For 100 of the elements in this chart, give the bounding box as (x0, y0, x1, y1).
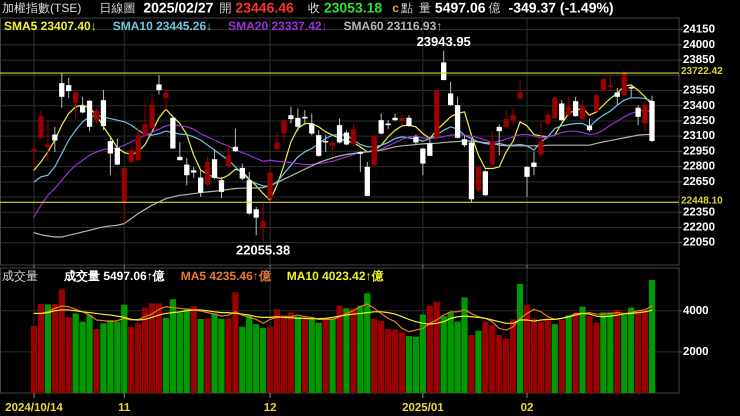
bar (204, 318, 211, 393)
text: SMA20 23337.42↓ (228, 19, 328, 34)
bar (552, 324, 558, 393)
y-tick-label: 22650 (683, 176, 715, 188)
y-tick-label: 23250 (683, 114, 715, 127)
candlestick (344, 130, 350, 146)
bar (614, 310, 620, 393)
candlestick (163, 88, 169, 111)
y-tick-label: 2000 (683, 346, 709, 358)
bar (294, 316, 301, 393)
text: 量 (418, 1, 431, 16)
candlestick (142, 101, 148, 138)
y-tick-label: 22050 (683, 236, 715, 249)
y-tick-label: 22950 (683, 145, 715, 158)
candlestick (594, 94, 600, 112)
candlestick (52, 126, 58, 152)
text: 23053.18 (324, 0, 382, 16)
text: 收 (308, 1, 320, 16)
bar (566, 315, 572, 393)
text: 點 (400, 1, 413, 16)
bar (579, 306, 586, 393)
bar (558, 320, 565, 393)
candlestick (580, 100, 586, 121)
candlestick (524, 166, 530, 198)
candlestick (281, 118, 287, 143)
x-tick-label: 2025/01 (402, 402, 444, 414)
candlestick (218, 176, 224, 198)
candlestick (274, 131, 280, 151)
candlestick (622, 71, 627, 96)
candlestick (80, 96, 86, 114)
bar (302, 318, 308, 393)
candlestick (635, 104, 641, 126)
candlestick (517, 80, 523, 100)
ref-line-label: 23722.42 (681, 66, 724, 78)
y-tick-label: 4000 (683, 304, 709, 317)
text: MA5 4235.46↑億 (180, 269, 272, 284)
candlestick (240, 163, 245, 181)
candlestick (642, 101, 648, 132)
candlestick (572, 96, 578, 118)
candlestick (482, 170, 488, 196)
candlestick (198, 170, 204, 198)
candlestick (94, 108, 100, 124)
candlestick (476, 166, 482, 192)
text: MA10 4023.42↑億 (286, 269, 384, 284)
bar (343, 308, 350, 393)
bar (190, 306, 197, 393)
bar (44, 304, 52, 393)
bar (475, 330, 482, 393)
text: 開 (219, 1, 232, 16)
x-tick-label: 12 (264, 402, 276, 414)
text: -349.37 (-1.49%) (508, 0, 614, 16)
candlestick (559, 100, 564, 122)
text: 日線圖 (99, 1, 136, 16)
candlestick (350, 124, 356, 146)
candlestick (336, 118, 342, 144)
text: 2025/02/27 (143, 0, 214, 16)
x-tick-label: 02 (520, 402, 534, 414)
candlestick (628, 84, 634, 98)
bar (322, 318, 329, 393)
candlestick (330, 140, 336, 156)
candlestick (156, 74, 162, 95)
y-tick-label: 22800 (683, 160, 715, 173)
chart-title: 成交量 (2, 269, 38, 284)
annotation: 23943.95 (416, 34, 471, 50)
text: SMA10 23445.26↓ (112, 19, 212, 34)
bar (516, 284, 524, 393)
chart-title: 加權指數(TSE) (2, 1, 82, 16)
bar (93, 329, 100, 393)
candlestick (45, 120, 51, 161)
bar (198, 318, 204, 393)
candlestick (73, 90, 78, 120)
x-tick-label: 11 (118, 402, 131, 414)
candlestick (441, 50, 446, 81)
y-tick-label: 22350 (683, 206, 715, 218)
text: 億 (488, 1, 501, 16)
y-tick-label: 23850 (683, 54, 715, 66)
bar (350, 308, 357, 393)
text: 5497.06 (434, 0, 486, 16)
y-tick-label: 23400 (683, 100, 715, 112)
y-tick-label: 24000 (683, 38, 715, 51)
candlestick (212, 149, 218, 180)
candlestick (38, 110, 44, 140)
candlestick (204, 156, 210, 186)
line-series (33, 309, 653, 325)
y-tick-label: 24150 (683, 24, 715, 36)
text: SMA60 23116.93↑ (344, 19, 442, 34)
text: c (392, 1, 400, 16)
text: SMA5 23407.40↓ (4, 19, 97, 34)
bar (572, 312, 579, 393)
bar (329, 318, 336, 393)
y-tick-label: 22200 (683, 222, 715, 234)
candlestick (538, 120, 544, 156)
bar (648, 280, 656, 393)
candlestick (232, 128, 238, 152)
y-tick-label: 23550 (683, 84, 715, 97)
candlestick (260, 203, 266, 243)
y-tick-label: 23100 (683, 130, 715, 142)
candlestick (309, 112, 314, 136)
candlestick (226, 144, 232, 168)
candlestick (531, 151, 537, 176)
